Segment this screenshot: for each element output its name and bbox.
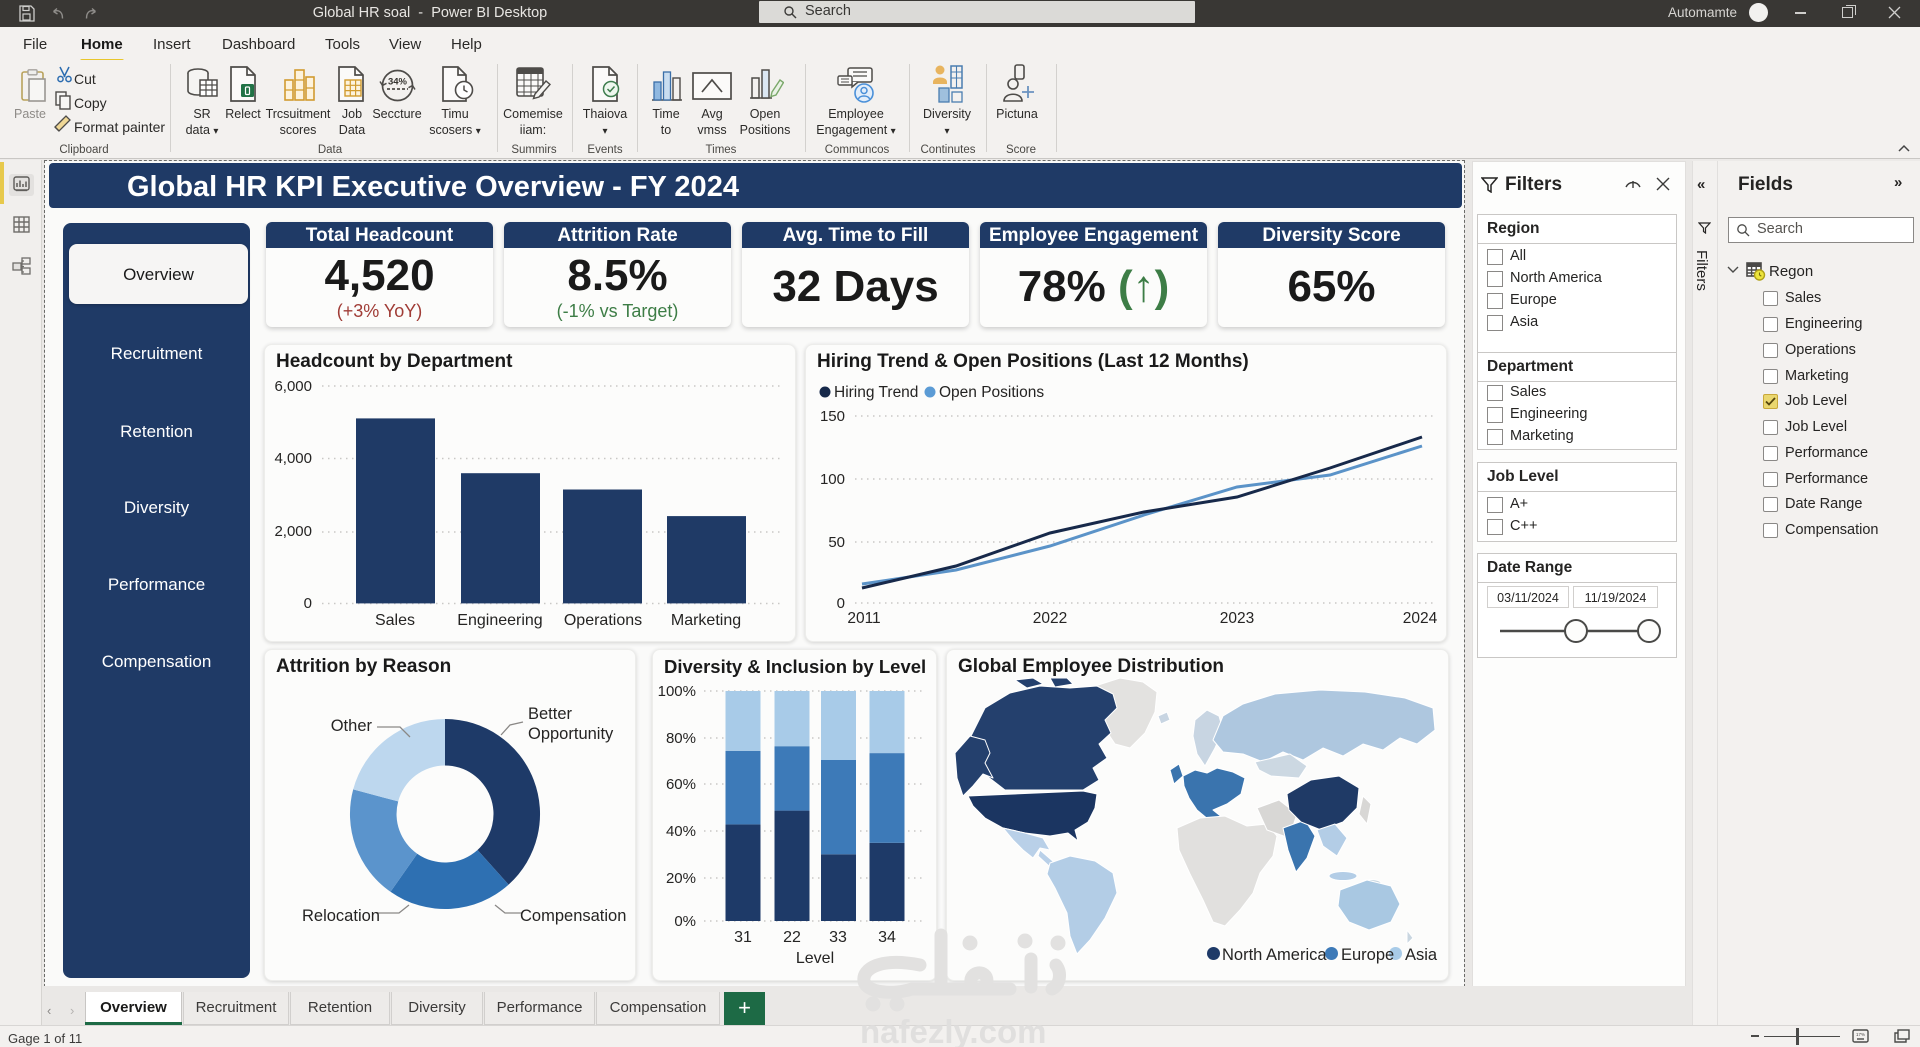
svg-text:2022: 2022 bbox=[1033, 610, 1067, 627]
svg-text:Operations: Operations bbox=[564, 612, 642, 629]
svg-text:0: 0 bbox=[304, 595, 312, 612]
svg-text:Other: Other bbox=[331, 717, 373, 735]
svg-text:Engineering: Engineering bbox=[457, 612, 542, 629]
svg-text:6,000: 6,000 bbox=[274, 378, 312, 395]
svg-text:Level: Level bbox=[796, 950, 834, 967]
svg-text:40%: 40% bbox=[666, 823, 696, 840]
svg-text:2011: 2011 bbox=[847, 610, 880, 627]
svg-text:Marketing: Marketing bbox=[671, 612, 741, 629]
svg-text:0%: 0% bbox=[674, 913, 696, 930]
svg-text:Compensation: Compensation bbox=[520, 907, 626, 925]
svg-text:Open Positions: Open Positions bbox=[939, 384, 1044, 401]
svg-text:Relocation: Relocation bbox=[302, 907, 380, 925]
svg-text:33: 33 bbox=[829, 929, 847, 946]
svg-text:Opportunity: Opportunity bbox=[528, 725, 614, 743]
svg-text:2024: 2024 bbox=[1403, 610, 1438, 627]
svg-text:150: 150 bbox=[820, 408, 845, 425]
svg-text:17%: 17% bbox=[1856, 1032, 1865, 1037]
svg-text:4,000: 4,000 bbox=[274, 450, 312, 467]
svg-text:34: 34 bbox=[878, 929, 896, 946]
svg-text:22: 22 bbox=[783, 929, 801, 946]
svg-text:50: 50 bbox=[828, 534, 845, 551]
svg-text:100: 100 bbox=[820, 471, 845, 488]
svg-text:2023: 2023 bbox=[1220, 610, 1254, 627]
svg-text:60%: 60% bbox=[666, 776, 696, 793]
svg-text:0: 0 bbox=[837, 595, 845, 612]
svg-text:80%: 80% bbox=[666, 730, 696, 747]
svg-text:31: 31 bbox=[734, 929, 752, 946]
svg-text:34%: 34% bbox=[388, 77, 408, 88]
svg-text:20%: 20% bbox=[666, 870, 696, 887]
svg-text:100%: 100% bbox=[658, 683, 696, 700]
svg-text:2,000: 2,000 bbox=[274, 523, 312, 540]
svg-text:Sales: Sales bbox=[375, 612, 415, 629]
svg-text:nafezly.com: nafezly.com bbox=[860, 1013, 1046, 1047]
svg-text:Hiring Trend: Hiring Trend bbox=[834, 384, 918, 401]
svg-text:Better: Better bbox=[528, 705, 573, 723]
